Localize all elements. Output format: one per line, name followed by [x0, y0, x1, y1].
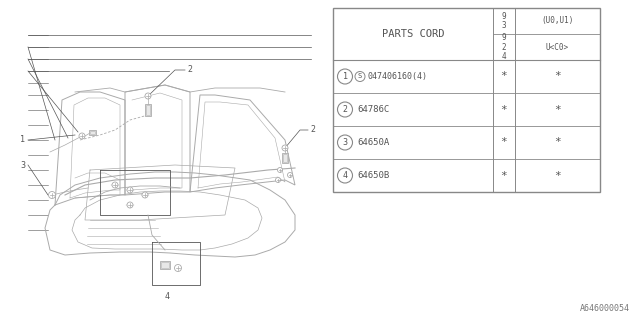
Circle shape [287, 172, 292, 178]
Text: 64786C: 64786C [357, 105, 389, 114]
Circle shape [145, 93, 151, 99]
Circle shape [278, 167, 282, 172]
Text: 9
3: 9 3 [502, 12, 506, 30]
Text: *: * [554, 138, 561, 148]
Bar [145, 104, 151, 116]
Circle shape [337, 135, 353, 150]
Text: 2: 2 [310, 125, 315, 134]
Text: *: * [500, 171, 508, 180]
Bar [90, 131, 95, 134]
Circle shape [337, 168, 353, 183]
Text: 64650B: 64650B [357, 171, 389, 180]
Circle shape [127, 202, 133, 208]
Text: 2: 2 [342, 105, 348, 114]
Text: 1: 1 [20, 135, 25, 145]
Text: 2: 2 [187, 66, 192, 75]
Text: 3: 3 [342, 138, 348, 147]
Text: 3: 3 [20, 161, 25, 170]
Bar [161, 262, 169, 268]
Bar [89, 130, 96, 135]
Text: *: * [554, 171, 561, 180]
Text: U<C0>: U<C0> [546, 43, 569, 52]
Text: *: * [554, 105, 561, 115]
Text: 9
2
4: 9 2 4 [502, 33, 506, 61]
Circle shape [355, 71, 365, 82]
Circle shape [127, 187, 133, 193]
Bar [146, 105, 150, 115]
Bar [333, 8, 600, 192]
Bar [283, 154, 287, 162]
Circle shape [337, 102, 353, 117]
Text: *: * [500, 71, 508, 82]
Text: 64650A: 64650A [357, 138, 389, 147]
Circle shape [79, 133, 85, 139]
Circle shape [275, 178, 280, 182]
Text: 4: 4 [342, 171, 348, 180]
Circle shape [142, 192, 148, 198]
Text: A646000054: A646000054 [580, 304, 630, 313]
Circle shape [337, 69, 353, 84]
Circle shape [282, 145, 288, 151]
Text: PARTS CORD: PARTS CORD [381, 29, 444, 39]
Circle shape [112, 182, 118, 188]
Text: *: * [500, 105, 508, 115]
Text: 047406160(4): 047406160(4) [367, 72, 427, 81]
Text: S: S [358, 74, 362, 79]
Bar [282, 153, 288, 163]
Circle shape [175, 265, 182, 271]
Bar [160, 261, 170, 269]
Text: (U0,U1): (U0,U1) [541, 17, 573, 26]
Text: 1: 1 [342, 72, 348, 81]
Text: *: * [554, 71, 561, 82]
Text: 4: 4 [164, 292, 170, 301]
Text: *: * [500, 138, 508, 148]
Circle shape [49, 191, 56, 198]
